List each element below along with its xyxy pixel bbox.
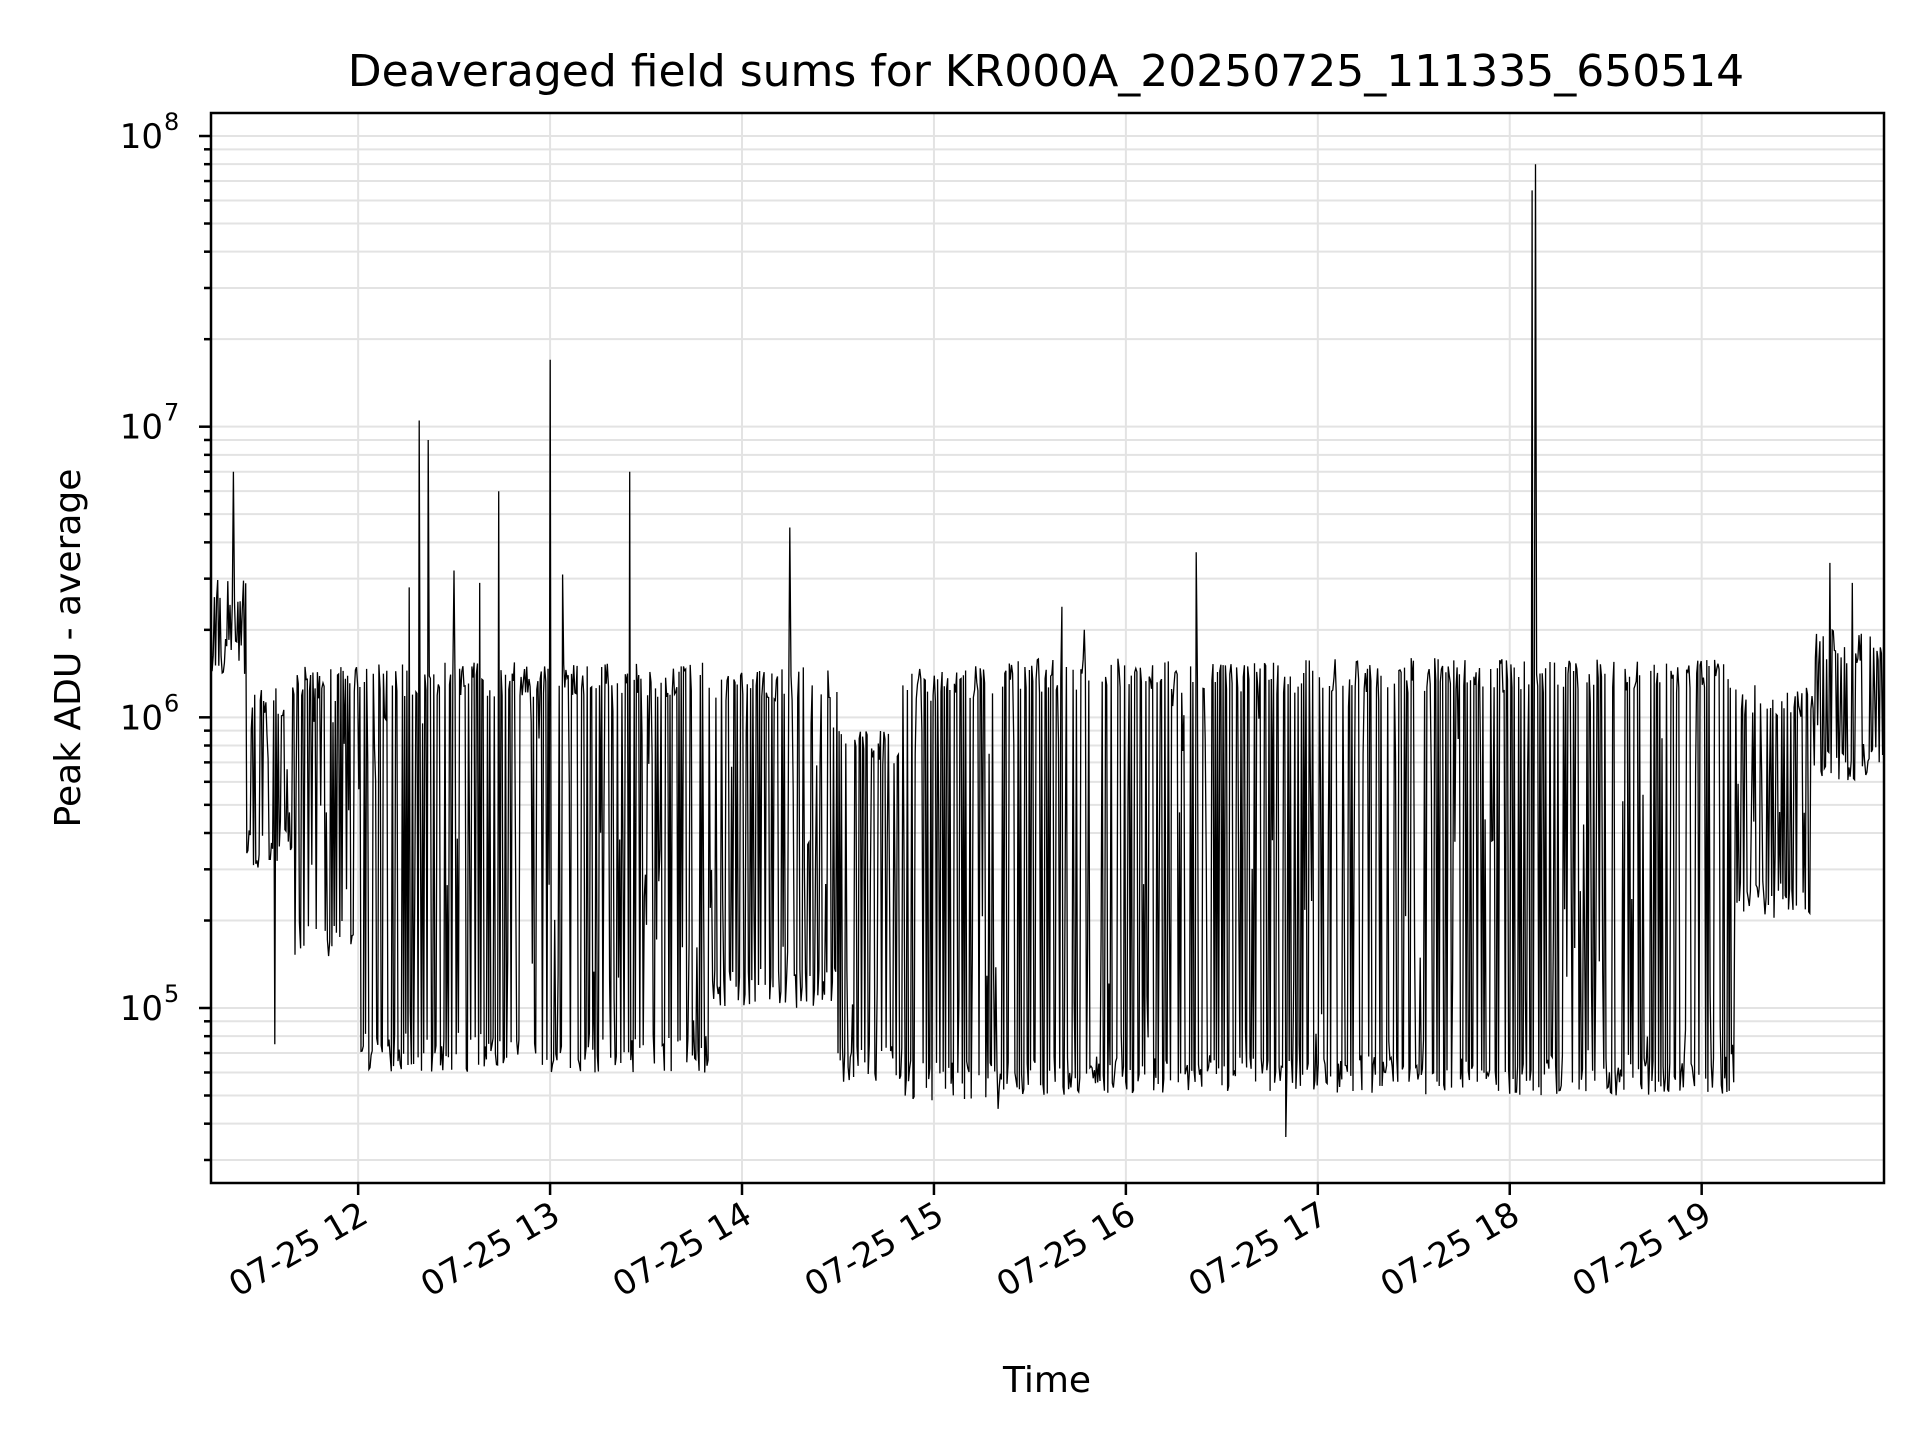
plot-frame (209, 111, 1886, 1185)
y-tick-label: 10 (120, 698, 163, 738)
y-tick-exponent: 6 (164, 689, 179, 717)
y-tick-label: 10 (120, 408, 163, 448)
y-tick-label: 10 (120, 117, 163, 157)
x-axis-label: Time (1002, 1360, 1091, 1401)
y-tick-exponent: 8 (164, 108, 179, 136)
y-tick-exponent: 5 (164, 980, 179, 1008)
y-tick-label: 10 (120, 989, 163, 1029)
series-line (210, 164, 1885, 1138)
chart-title: Deaveraged field sums for KR000A_2025072… (348, 46, 1744, 97)
y-axis-label: Peak ADU - average (48, 469, 89, 828)
y-tick-exponent: 7 (164, 399, 179, 427)
